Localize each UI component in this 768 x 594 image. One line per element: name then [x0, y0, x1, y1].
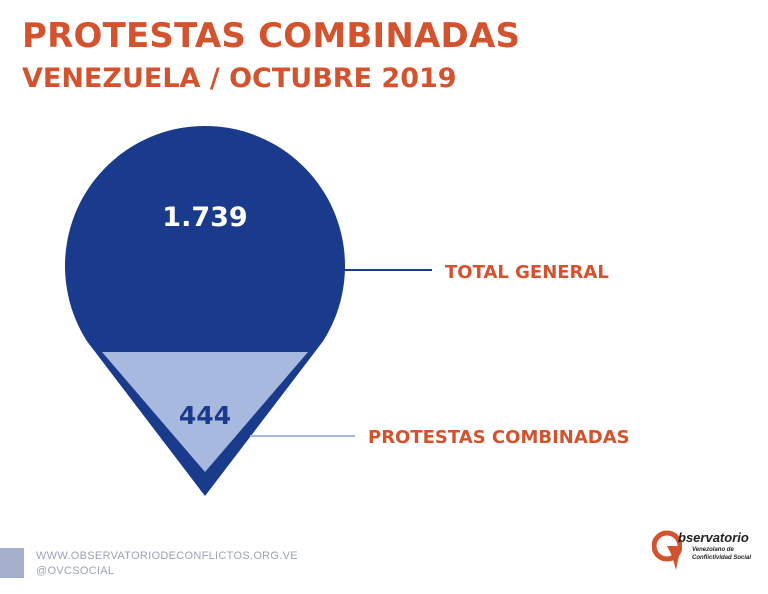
footer-social[interactable]: @OVCSOCIAL — [36, 565, 115, 577]
page-title: PROTESTAS COMBINADAS — [22, 16, 521, 56]
ovcs-logo: bservatorio Venezolano de Conflictividad… — [652, 524, 756, 574]
page-subtitle: VENEZUELA / OCTUBRE 2019 — [22, 63, 457, 94]
total-value-label: 1.739 — [162, 202, 247, 233]
part-series-label: PROTESTAS COMBINADAS — [368, 427, 630, 448]
part-value-label: 444 — [179, 401, 231, 430]
logo-word: bservatorio — [678, 530, 749, 545]
footer-website[interactable]: WWW.OBSERVATORIODECONFLICTOS.ORG.VE — [36, 550, 298, 562]
o-arrow-logo-icon — [652, 530, 682, 570]
drop-chart: 1.739 444 TOTAL GENERAL PROTESTAS COMBINADA… — [65, 125, 630, 496]
logo-line2: Conflictividad Social — [692, 555, 752, 561]
footer-square — [0, 548, 24, 578]
part-triangle-shape — [102, 352, 308, 472]
total-series-label: TOTAL GENERAL — [445, 262, 609, 283]
logo-line1: Venezolano de — [692, 547, 734, 553]
total-drop-shape — [65, 125, 345, 496]
